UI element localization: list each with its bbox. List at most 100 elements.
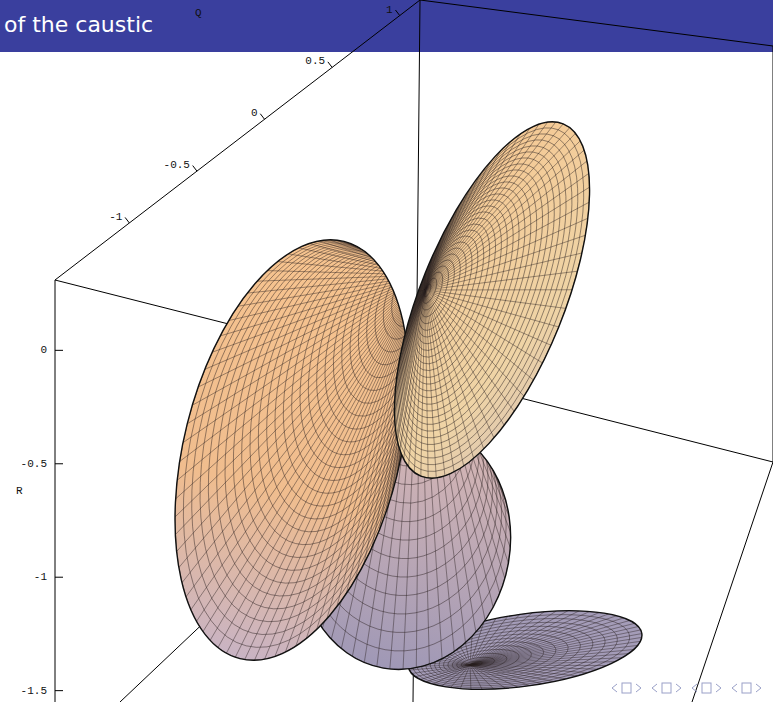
y-tick xyxy=(55,690,63,691)
mesh-line xyxy=(425,290,454,472)
mesh-line xyxy=(425,122,548,290)
x-axis: 10.50-0.5-1 xyxy=(55,0,420,280)
surface-patch xyxy=(354,97,630,503)
mesh-line xyxy=(197,275,425,621)
mesh-line xyxy=(425,202,589,290)
chart: of the caustic10.50-0.5-1Q0-0.5-1-1.5R xyxy=(0,0,773,702)
x-tick-label: -1 xyxy=(109,211,123,223)
mesh-line xyxy=(381,268,425,275)
y-axis-line xyxy=(55,280,56,702)
x-tick xyxy=(125,217,129,223)
mesh-line xyxy=(198,275,425,387)
mesh-line xyxy=(177,275,425,551)
mesh-ring xyxy=(372,145,579,450)
mesh-line xyxy=(177,275,425,480)
nav-arrow xyxy=(756,684,761,692)
mesh-line xyxy=(309,244,425,275)
nav-arrow xyxy=(732,684,737,692)
y-tick xyxy=(55,463,63,464)
y-tick-label: 0 xyxy=(40,344,47,356)
mesh-line xyxy=(470,623,635,665)
mesh-ring xyxy=(374,152,571,442)
mesh-line xyxy=(470,634,642,665)
mesh-line xyxy=(288,254,425,275)
mesh-line xyxy=(470,614,608,665)
mesh-line xyxy=(394,290,425,413)
mesh-line xyxy=(235,275,425,657)
mesh-line xyxy=(180,275,425,462)
mesh-line xyxy=(387,275,425,279)
mesh-line xyxy=(404,290,425,459)
mesh-line xyxy=(470,630,641,665)
mesh-line xyxy=(425,290,494,438)
nav-arrow xyxy=(676,684,681,692)
mesh-line xyxy=(426,665,470,682)
nav-arrow xyxy=(612,684,617,692)
x-tick xyxy=(395,10,399,16)
y-tick xyxy=(55,577,63,578)
mesh-line xyxy=(212,275,425,352)
mesh-line xyxy=(425,133,575,290)
mesh-line xyxy=(396,290,425,382)
mesh-line xyxy=(425,124,563,290)
x-tick-label: 0 xyxy=(251,107,258,119)
mesh-line xyxy=(203,275,425,632)
mesh-line xyxy=(267,271,425,275)
mesh-line xyxy=(470,627,638,665)
mesh-line xyxy=(425,290,533,380)
mesh-line xyxy=(245,275,425,660)
x-tick xyxy=(328,62,332,68)
box xyxy=(55,0,773,702)
mesh-line xyxy=(175,275,425,517)
mesh-line xyxy=(425,142,510,290)
mesh-line xyxy=(425,173,589,290)
x-axis-title: Q xyxy=(195,7,202,19)
mesh-line xyxy=(179,275,425,568)
mesh-line xyxy=(183,275,425,443)
mesh-line xyxy=(425,122,556,290)
x-tick xyxy=(260,114,264,120)
mesh-ring xyxy=(354,97,630,503)
y-axis-title: R xyxy=(16,485,23,497)
mesh-ring xyxy=(377,159,564,435)
mesh-line xyxy=(425,290,474,458)
mesh-line xyxy=(425,218,588,290)
mesh-line xyxy=(285,275,425,652)
mesh-line xyxy=(400,290,425,450)
nav-arrow xyxy=(692,684,697,692)
nav-icon xyxy=(622,683,631,693)
nav-arrow xyxy=(652,684,657,692)
mesh-line xyxy=(329,240,425,275)
mesh-line xyxy=(192,275,425,405)
mesh-line xyxy=(425,290,559,327)
mesh-line xyxy=(425,290,484,449)
mesh-line xyxy=(425,289,572,290)
mesh-line xyxy=(415,665,470,677)
mesh-line xyxy=(470,665,588,673)
mesh-line xyxy=(425,162,490,290)
mesh-line xyxy=(425,161,587,290)
mesh-line xyxy=(470,665,482,689)
mesh-line xyxy=(470,665,506,688)
surface xyxy=(135,97,647,702)
x-axis-line xyxy=(55,0,420,280)
mesh-line xyxy=(425,128,570,290)
mesh-line xyxy=(412,290,425,310)
mesh-line xyxy=(226,275,425,653)
mesh-ring xyxy=(369,138,586,457)
mesh-line xyxy=(327,275,425,619)
mesh-line xyxy=(470,665,472,689)
mesh-line xyxy=(425,128,530,290)
mesh-line xyxy=(247,275,425,293)
mesh-line xyxy=(358,247,425,275)
nav-icon xyxy=(662,683,671,693)
nav-arrow xyxy=(716,684,721,692)
mesh-line xyxy=(220,275,425,336)
mesh-line xyxy=(425,290,543,363)
mesh-line xyxy=(425,187,590,290)
mesh-line xyxy=(470,662,615,665)
nav-symbols xyxy=(612,683,761,693)
mesh-line xyxy=(175,275,425,535)
mesh-line xyxy=(470,618,624,665)
surface-fill xyxy=(354,97,630,503)
